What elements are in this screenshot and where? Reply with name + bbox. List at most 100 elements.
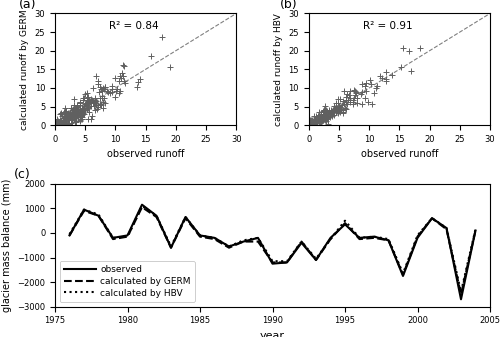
Point [314,118,322,123]
Point [358,91,366,96]
Point [67,113,75,119]
Point [76,107,84,112]
Point [314,113,322,119]
Point [66,105,74,110]
Point [82,108,90,113]
calculated by HBV [270,259,276,263]
Point [344,92,352,97]
Point [86,103,94,109]
Point [74,113,82,118]
Point [325,108,333,113]
Point [313,119,321,124]
Point [85,109,93,115]
Point [310,118,318,123]
Point [322,117,330,122]
Point [322,109,330,114]
Point [57,122,65,127]
observed [182,215,188,219]
calculated by GERM [212,237,218,241]
Point [88,86,96,91]
Point [326,109,334,114]
Point [324,111,332,117]
Point [54,122,62,128]
Point [84,99,92,104]
Point [72,119,80,125]
Point [312,114,320,119]
Point [72,105,80,111]
Point [52,122,60,128]
Point [92,102,100,108]
Point [340,111,347,116]
Point [66,122,74,128]
Point [350,88,358,94]
observed [255,236,261,240]
Point [92,106,100,111]
Point [328,108,336,113]
Point [90,98,98,104]
X-axis label: observed runoff: observed runoff [107,149,184,159]
Point [84,104,92,110]
calculated by HBV [212,236,218,240]
Point [74,107,82,113]
Point [353,100,361,106]
Point [65,115,73,121]
Point [98,88,106,93]
calculated by HBV [356,236,362,240]
Point [397,64,405,69]
Point [100,105,108,111]
calculated by GERM [313,258,319,262]
Point [78,106,86,112]
Point [338,98,346,104]
Point [63,112,71,117]
Point [320,116,328,122]
observed [400,274,406,278]
observed [168,246,174,250]
Point [326,108,334,113]
Point [358,82,366,87]
Point [62,117,70,123]
Point [317,112,325,118]
calculated by GERM [139,205,145,209]
Point [112,95,120,100]
Point [336,104,344,110]
calculated by GERM [240,240,246,244]
calculated by HBV [444,226,450,230]
Point [60,122,68,128]
calculated by GERM [400,273,406,277]
Point [330,113,338,118]
Point [70,116,78,122]
calculated by GERM [371,236,377,240]
Point [55,122,63,128]
Point [82,100,90,105]
Point [60,118,68,124]
Point [104,89,112,95]
Point [79,97,87,103]
Legend: observed, calculated by GERM, calculated by HBV: observed, calculated by GERM, calculated… [60,261,195,302]
Point [92,98,100,104]
Point [319,114,327,120]
Point [317,112,325,118]
observed [226,244,232,248]
Point [116,75,124,80]
Point [382,70,390,75]
Point [70,113,78,118]
Point [76,114,84,120]
Point [60,116,68,121]
Point [316,118,324,123]
Point [70,109,78,114]
Point [100,100,108,105]
Point [69,111,77,117]
Point [84,100,92,106]
Point [311,119,319,124]
Point [83,95,91,100]
Point [80,105,88,111]
Point [60,122,68,127]
Point [64,121,72,126]
Point [112,88,120,94]
Point [335,106,343,111]
Point [333,105,341,110]
calculated by GERM [226,246,232,250]
Point [305,120,313,125]
Point [74,111,82,117]
Point [350,95,358,101]
